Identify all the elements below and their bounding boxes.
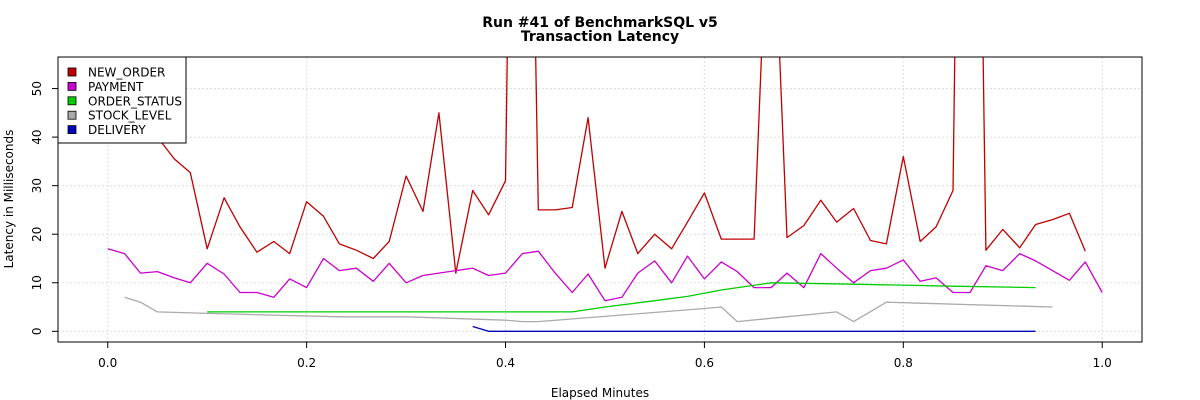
- x-tick-label: 0.4: [496, 356, 515, 370]
- series-line-delivery: [472, 325, 1036, 332]
- x-axis: 0.0 0.2 0.4 0.6 0.8 1.0: [98, 342, 1112, 370]
- y-tick-label: 40: [30, 129, 44, 144]
- y-axis-label: Latency in Milliseconds: [2, 130, 16, 269]
- y-tick-label: 0: [30, 327, 44, 335]
- legend-label-new-order: NEW_ORDER: [88, 66, 165, 80]
- x-tick-label: 0.2: [297, 356, 316, 370]
- grid: [58, 57, 1142, 342]
- legend-box: [57, 56, 187, 144]
- x-tick-label: 1.0: [1093, 356, 1112, 370]
- y-tick-label: 50: [30, 81, 44, 96]
- series-line-new-order: [156, 57, 1086, 274]
- legend-label-order-status: ORDER_STATUS: [88, 94, 182, 108]
- plot-frame: [57, 56, 1143, 343]
- x-tick-label: 0.8: [894, 356, 913, 370]
- legend-label-delivery: DELIVERY: [88, 123, 146, 137]
- series-line-stock-level: [124, 296, 1053, 323]
- legend-swatch-order-status: [67, 96, 77, 106]
- y-tick-label: 10: [30, 275, 44, 290]
- x-axis-label: Elapsed Minutes: [551, 386, 649, 400]
- series-line-order-status: [207, 282, 1036, 313]
- x-tick-label: 0.6: [695, 356, 714, 370]
- y-axis: 0 10 20 30 40 50: [30, 81, 58, 335]
- legend-swatch-new-order: [67, 67, 77, 77]
- chart-title: Run #41 of BenchmarkSQL v5: [482, 15, 718, 31]
- legend-label-payment: PAYMENT: [88, 80, 144, 94]
- series-line-payment: [107, 248, 1103, 302]
- legend-label-stock-level: STOCK_LEVEL: [88, 109, 172, 123]
- legend-swatch-delivery: [67, 125, 77, 134]
- legend: NEW_ORDERPAYMENTORDER_STATUSSTOCK_LEVELD…: [57, 56, 187, 144]
- x-tick-label: 0.0: [98, 356, 117, 370]
- legend-swatch-stock-level: [67, 110, 77, 120]
- series-lines: [107, 57, 1103, 332]
- y-tick-label: 30: [30, 178, 44, 193]
- chart-subtitle: Transaction Latency: [521, 29, 679, 45]
- y-tick-label: 20: [30, 227, 44, 242]
- legend-swatch-payment: [67, 82, 77, 91]
